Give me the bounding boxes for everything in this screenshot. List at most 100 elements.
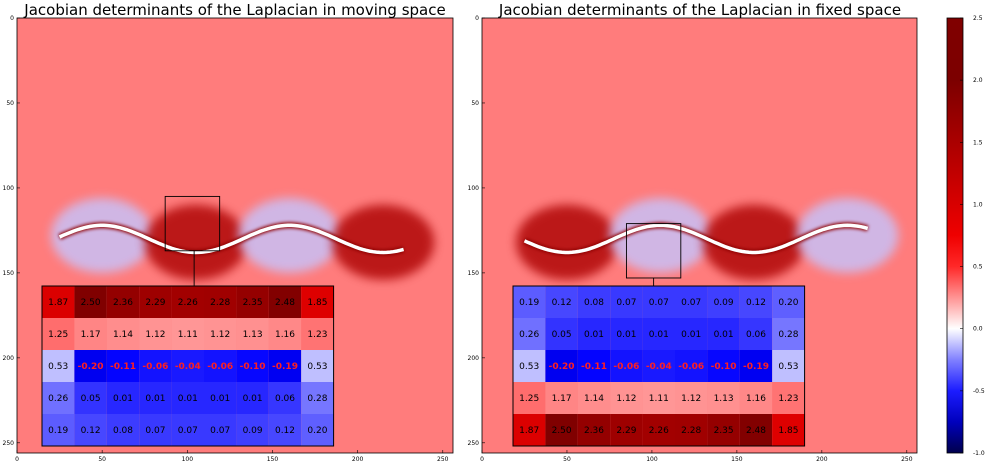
colorbar-tick-label: -0.5 [973,388,985,395]
inset-cell [707,382,740,414]
inset-cell [268,382,302,414]
panel-fixed-title: Jacobian determinants of the Laplacian i… [498,1,901,19]
inset-cell-label: -0.11 [110,362,136,372]
inset-cell-label: -0.19 [272,362,298,372]
inset-cell [675,286,708,318]
inset-cell [772,350,805,382]
colorbar-tick-label: 0.0 [973,326,983,333]
inset-cell-label: -0.06 [142,362,168,372]
inset-cell [139,414,172,446]
colorbar-tick-label: -1.0 [973,450,985,457]
inset-cell [545,318,578,350]
inset-cell-label: -0.10 [240,362,266,372]
inset-cell [171,414,204,446]
inset-cell-label: 0.53 [519,362,539,372]
inset-cell [139,350,172,382]
x-tick-label: 50 [563,456,571,463]
inset-cell [577,414,611,446]
inset-cell [513,414,546,446]
inset-cell-label: 1.12 [210,330,230,340]
inset-cell-label: 0.01 [178,394,198,404]
inset-cell-label: 1.14 [584,394,604,404]
inset-cell-label: 0.53 [778,362,798,372]
inset-cell-label: 0.53 [48,362,68,372]
plot-frame [481,17,918,454]
inset-cell-label: 1.11 [649,394,669,404]
inset-cell-label: 0.20 [307,426,327,436]
inset-cell [577,318,611,350]
inset-cell-label: 2.36 [113,298,133,308]
inset-cell [545,350,578,382]
inset-cell-label: 1.85 [778,426,798,436]
inset-cell-label: 1.16 [275,330,295,340]
x-tick-label: 50 [98,456,106,463]
inset-cell [204,318,237,350]
inset-cell [707,414,740,446]
inset-cell-label: 2.50 [552,426,572,436]
inset-cell [772,382,805,414]
inset-cell [642,318,675,350]
inset-cell-label: 0.05 [552,330,572,340]
inset-cell [675,318,708,350]
inset-cell-label: 0.01 [243,394,263,404]
field-lobe [332,204,435,280]
field-lobe [796,198,899,273]
x-tick-label: 100 [182,456,194,463]
field-lobe [238,198,341,273]
inset-cell [642,414,675,446]
inset-cell-label: 1.11 [178,330,198,340]
inset-cell-label: 0.07 [145,426,165,436]
colorbar-tick-label: 1.5 [973,139,983,146]
x-tick-label: 250 [901,456,913,463]
inset-cell [268,318,302,350]
x-tick-label: 200 [816,456,828,463]
inset-cell [301,318,334,350]
inset-cell [610,350,643,382]
inset-cell [204,414,237,446]
inset-cell [139,318,172,350]
inset-cell [42,286,75,318]
inset-cell-label: 1.12 [145,330,165,340]
inset-cell [545,286,578,318]
inset-cell-label: 2.28 [210,298,230,308]
inset-cell-label: -0.20 [78,362,104,372]
inset-cell [675,382,708,414]
x-tick-label: 0 [15,456,19,463]
inset-cell-label: 0.12 [552,298,572,308]
inset-cell [577,382,611,414]
inset-cell-label: 0.06 [275,394,295,404]
inset-cell [74,286,107,318]
inset-cell [204,286,237,318]
inset-cell-label: 1.85 [307,298,327,308]
colorbar-tick-label: 2.5 [973,15,983,22]
inset-cell [42,382,75,414]
inset-cell-label: 2.50 [81,298,101,308]
inset-cell [513,382,546,414]
inset-cell-label: 1.87 [519,426,539,436]
inset-cell-label: 2.35 [714,426,734,436]
y-tick-label: 150 [468,270,480,277]
inset-cell-label: 0.19 [48,426,68,436]
inset-cell [139,382,172,414]
inset-cell [301,350,334,382]
inset-cell-label: 0.12 [275,426,295,436]
inset-cell [772,286,805,318]
y-tick-label: 100 [3,185,15,192]
inset-cell [739,286,773,318]
inset-cell [42,414,75,446]
colorbar-tick-label: 2.0 [973,77,983,84]
colorbar-tick-label: 1.0 [973,201,983,208]
y-tick-label: 100 [468,185,480,192]
inset-cell-label: 1.17 [552,394,572,404]
inset-cell [236,286,269,318]
inset-cell-label: 0.08 [113,426,133,436]
inset-cell-label: 2.29 [616,426,636,436]
inset-cell [106,382,140,414]
inset-table: 1.87 2.50 2.36 2.29 2.26 2.28 2.35 2.48 1.85 1.25… [41,285,335,447]
inset-cell-label: 0.06 [746,330,766,340]
inset-cell [739,382,773,414]
inset-cell-label: 1.13 [714,394,734,404]
inset-cell [74,382,107,414]
x-tick-label: 200 [352,456,364,463]
